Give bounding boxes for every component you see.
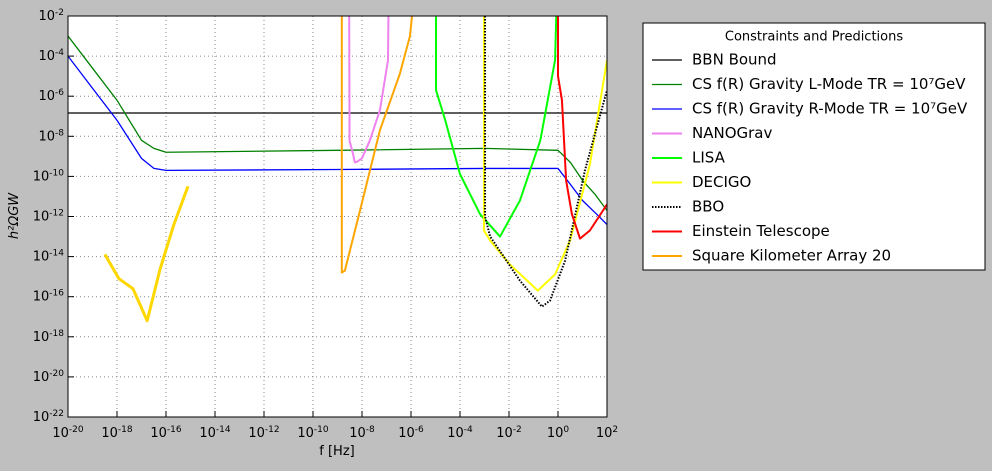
x-tick-label: 10-10 bbox=[297, 425, 329, 441]
y-tick-label: 10-2 bbox=[38, 8, 64, 24]
legend-label: LISA bbox=[692, 149, 726, 167]
series-line bbox=[348, 16, 390, 164]
legend-label: BBN Bound bbox=[692, 51, 777, 69]
x-tick-label: 10-16 bbox=[150, 425, 182, 441]
legend-label: NANOGrav bbox=[692, 124, 772, 142]
x-tick-label: 10-6 bbox=[398, 425, 424, 441]
y-tick-label: 10-10 bbox=[33, 168, 65, 184]
legend: Constraints and Predictions BBN Bound CS … bbox=[642, 22, 986, 271]
y-tick-label: 10-14 bbox=[33, 249, 65, 265]
x-tick-label: 10-12 bbox=[248, 425, 279, 441]
legend-box bbox=[642, 22, 986, 271]
x-tick-label: 100 bbox=[547, 425, 570, 441]
x-tick-label: 10-20 bbox=[52, 425, 84, 441]
legend-label: CS f(R) Gravity R-Mode TR = 10⁷GeV bbox=[692, 100, 968, 118]
legend-label: Einstein Telescope bbox=[692, 222, 830, 240]
x-tick-label: 102 bbox=[596, 425, 618, 441]
series-line bbox=[68, 35, 607, 211]
series-line bbox=[482, 16, 607, 292]
series-line bbox=[103, 185, 190, 323]
ticks: 10-20 10-18 10-16 10-14 10-12 10-10 10-8 10-6 10… bbox=[33, 8, 618, 441]
y-tick-label: 10-18 bbox=[33, 329, 65, 345]
y-tick-label: 10-12 bbox=[33, 209, 64, 225]
y-tick-label: 10-20 bbox=[33, 369, 65, 385]
legend-label: DECIGO bbox=[692, 173, 751, 191]
y-tick-label: 10-16 bbox=[33, 289, 65, 305]
series-line bbox=[435, 16, 558, 238]
series-group bbox=[68, 16, 607, 323]
series-line bbox=[68, 55, 607, 225]
series-line bbox=[557, 16, 607, 240]
x-tick-label: 10-4 bbox=[447, 425, 473, 441]
legend-title: Constraints and Predictions bbox=[725, 30, 903, 45]
series-line bbox=[340, 16, 414, 274]
y-axis-label: h²ΩGW bbox=[7, 192, 22, 239]
y-tick-label: 10-8 bbox=[38, 128, 64, 144]
x-tick-label: 10-8 bbox=[349, 425, 375, 441]
plot-area bbox=[68, 16, 607, 417]
legend-label: BBO bbox=[692, 198, 724, 216]
y-tick-label: 10-6 bbox=[38, 88, 64, 104]
y-tick-label: 10-22 bbox=[33, 409, 64, 425]
legend-label: CS f(R) Gravity L-Mode TR = 10⁷GeV bbox=[692, 75, 966, 93]
x-axis-label: f [Hz] bbox=[319, 444, 354, 459]
y-tick-label: 10-4 bbox=[38, 48, 64, 64]
x-tick-label: 10-18 bbox=[101, 425, 133, 441]
x-tick-label: 10-14 bbox=[199, 425, 231, 441]
series-line bbox=[484, 16, 607, 308]
x-tick-label: 10-2 bbox=[496, 425, 522, 441]
legend-label: Square Kilometer Array 20 bbox=[692, 247, 891, 265]
